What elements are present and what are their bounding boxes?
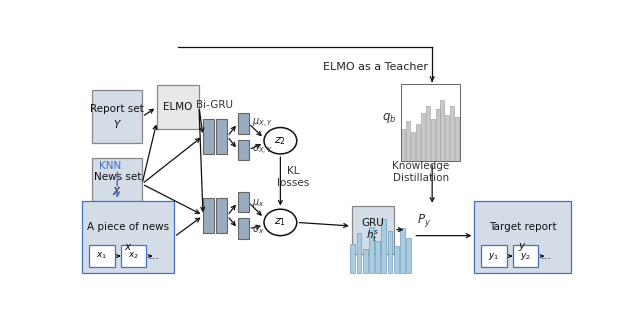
Text: Bi-GRU: Bi-GRU <box>196 100 234 110</box>
Text: ...: ... <box>541 251 552 261</box>
FancyBboxPatch shape <box>157 85 199 129</box>
Text: $y$: $y$ <box>518 241 527 253</box>
Bar <box>445 115 449 161</box>
Text: KL
losses: KL losses <box>277 167 309 188</box>
Text: $P_y$: $P_y$ <box>417 212 431 229</box>
FancyBboxPatch shape <box>216 119 227 154</box>
FancyBboxPatch shape <box>92 90 142 143</box>
FancyBboxPatch shape <box>83 201 174 273</box>
Bar <box>406 238 411 273</box>
Text: $y_1$: $y_1$ <box>488 251 499 261</box>
Bar <box>356 233 362 273</box>
FancyBboxPatch shape <box>237 192 249 212</box>
Text: Knowledge
Distillation: Knowledge Distillation <box>392 161 449 183</box>
FancyBboxPatch shape <box>481 245 507 267</box>
FancyBboxPatch shape <box>121 245 147 267</box>
Text: $x_1$: $x_1$ <box>96 251 108 261</box>
FancyBboxPatch shape <box>352 206 394 254</box>
Text: Report set: Report set <box>90 104 144 114</box>
Bar <box>406 121 410 161</box>
Ellipse shape <box>264 128 297 154</box>
Text: $z_1$: $z_1$ <box>275 217 287 228</box>
Text: $X$: $X$ <box>113 185 122 197</box>
Bar <box>401 84 460 161</box>
FancyBboxPatch shape <box>89 245 115 267</box>
Text: $z_2$: $z_2$ <box>275 135 286 147</box>
Bar <box>350 244 355 273</box>
Bar <box>401 129 405 161</box>
Text: $Y$: $Y$ <box>113 118 122 130</box>
Text: $q_b$: $q_b$ <box>382 111 396 125</box>
Text: $x$: $x$ <box>124 242 132 252</box>
FancyBboxPatch shape <box>474 201 571 273</box>
Text: ELMO: ELMO <box>163 102 193 112</box>
Bar <box>375 241 380 273</box>
Bar <box>440 100 444 161</box>
Text: $h_t^s$: $h_t^s$ <box>367 229 380 244</box>
Bar <box>369 227 374 273</box>
Bar <box>363 249 367 273</box>
FancyBboxPatch shape <box>216 198 227 233</box>
Text: News set: News set <box>93 172 141 182</box>
Bar <box>426 106 430 161</box>
Text: A piece of news: A piece of news <box>87 222 170 232</box>
Bar <box>381 219 387 273</box>
Text: GRU: GRU <box>362 218 384 228</box>
FancyBboxPatch shape <box>237 113 249 134</box>
Bar <box>431 119 435 161</box>
Bar <box>388 232 392 273</box>
Bar <box>394 246 399 273</box>
Text: $x_2$: $x_2$ <box>128 251 139 261</box>
Text: KNN: KNN <box>99 161 121 171</box>
Bar <box>421 114 425 161</box>
Text: $\mu_{X,Y}$: $\mu_{X,Y}$ <box>252 117 273 130</box>
Text: ELMO as a Teacher: ELMO as a Teacher <box>323 62 428 72</box>
FancyBboxPatch shape <box>92 158 142 210</box>
Text: ...: ... <box>149 251 160 261</box>
Bar <box>455 117 459 161</box>
Text: $y_2$: $y_2$ <box>520 251 531 261</box>
FancyBboxPatch shape <box>237 139 249 160</box>
Bar <box>450 106 454 161</box>
FancyBboxPatch shape <box>513 245 538 267</box>
FancyBboxPatch shape <box>203 119 214 154</box>
Bar <box>436 109 440 161</box>
FancyBboxPatch shape <box>237 218 249 239</box>
Bar <box>400 228 405 273</box>
Bar <box>411 132 415 161</box>
Text: $\mu_x$: $\mu_x$ <box>252 197 264 209</box>
FancyBboxPatch shape <box>203 198 214 233</box>
Ellipse shape <box>264 209 297 236</box>
Text: $\sigma_x$: $\sigma_x$ <box>252 224 264 236</box>
Bar <box>416 124 420 161</box>
Text: $\sigma_{X,Y}$: $\sigma_{X,Y}$ <box>252 144 273 157</box>
Text: Target report: Target report <box>489 222 556 232</box>
